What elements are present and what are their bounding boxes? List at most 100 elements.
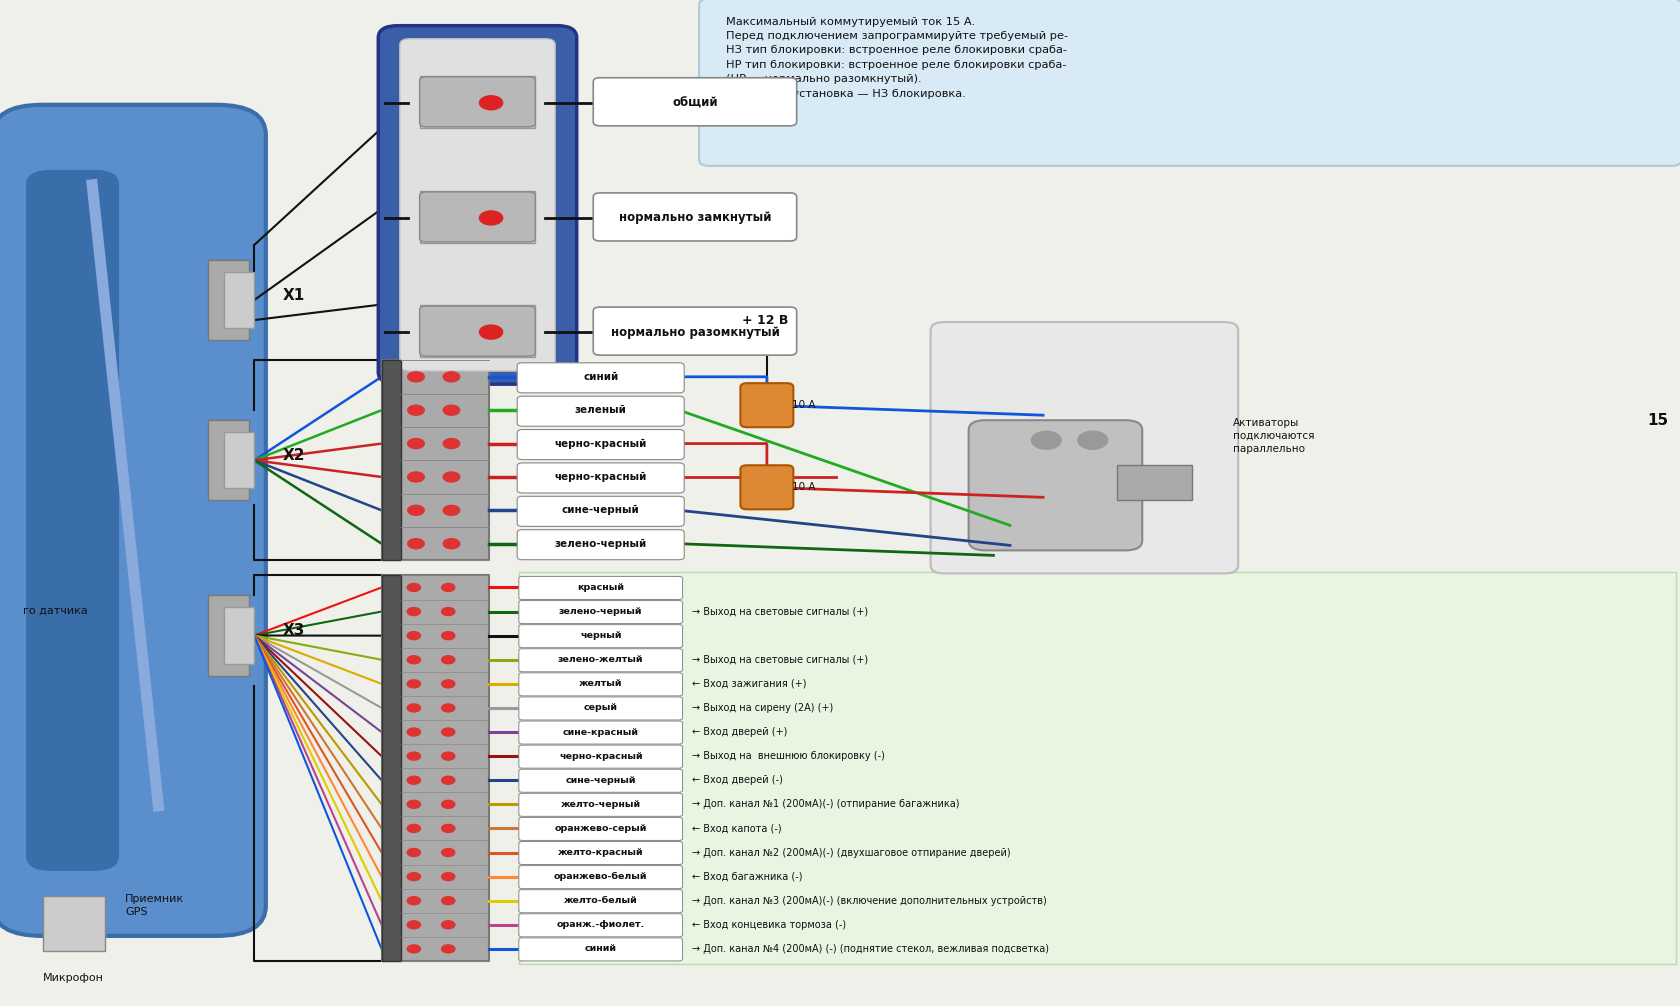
- Text: 10 А: 10 А: [791, 482, 815, 492]
- Circle shape: [444, 505, 459, 515]
- Text: → Доп. канал №3 (200мА)(-) (включение дополнительных устройств): → Доп. канал №3 (200мА)(-) (включение до…: [692, 895, 1047, 905]
- Bar: [225, 272, 254, 328]
- Text: синий: синий: [585, 945, 617, 954]
- FancyBboxPatch shape: [739, 383, 793, 428]
- FancyBboxPatch shape: [519, 794, 682, 816]
- Circle shape: [407, 945, 420, 953]
- Text: → Выход на световые сигналы (+): → Выход на световые сигналы (+): [692, 655, 869, 665]
- Circle shape: [442, 728, 455, 736]
- FancyBboxPatch shape: [593, 307, 796, 355]
- Text: ← Вход капота (-): ← Вход капота (-): [692, 824, 781, 833]
- Text: нормально разомкнутый: нормально разомкнутый: [610, 326, 780, 339]
- Circle shape: [442, 608, 455, 616]
- FancyBboxPatch shape: [593, 77, 796, 126]
- Text: черный: черный: [580, 631, 622, 640]
- Text: ← Вход дверей (-): ← Вход дверей (-): [692, 776, 783, 786]
- Circle shape: [444, 372, 459, 382]
- FancyBboxPatch shape: [519, 841, 682, 864]
- Text: го датчика: го датчика: [24, 606, 87, 616]
- Circle shape: [479, 325, 502, 339]
- Text: черно-красный: черно-красный: [558, 751, 642, 761]
- Text: Микрофон: Микрофон: [42, 973, 104, 983]
- FancyBboxPatch shape: [0, 105, 265, 936]
- Text: зелено-черный: зелено-черный: [559, 607, 642, 616]
- Circle shape: [444, 439, 459, 449]
- Text: X2: X2: [282, 448, 304, 463]
- Circle shape: [408, 538, 423, 548]
- Circle shape: [407, 777, 420, 785]
- Circle shape: [407, 896, 420, 904]
- Text: черно-красный: черно-красный: [554, 439, 647, 449]
- Text: → Доп. канал №2 (200мА)(-) (двухшаговое отпирание дверей): → Доп. канал №2 (200мА)(-) (двухшаговое …: [692, 847, 1010, 857]
- Circle shape: [442, 632, 455, 640]
- Text: → Выход на сирену (2А) (+): → Выход на сирену (2А) (+): [692, 703, 833, 713]
- Circle shape: [408, 372, 423, 382]
- Text: → Выход на  внешнюю блокировку (-): → Выход на внешнюю блокировку (-): [692, 751, 885, 762]
- Bar: [225, 608, 254, 664]
- Bar: [208, 421, 249, 500]
- FancyBboxPatch shape: [27, 170, 119, 871]
- FancyBboxPatch shape: [519, 818, 682, 840]
- Circle shape: [442, 945, 455, 953]
- Circle shape: [442, 656, 455, 664]
- Text: зелено-желтый: зелено-желтый: [558, 655, 643, 664]
- FancyBboxPatch shape: [519, 649, 682, 672]
- FancyBboxPatch shape: [519, 889, 682, 912]
- Circle shape: [407, 632, 420, 640]
- Text: оранжево-белый: оранжево-белый: [554, 872, 647, 881]
- FancyBboxPatch shape: [420, 192, 534, 242]
- Bar: [381, 575, 489, 961]
- Text: ← Вход дверей (+): ← Вход дверей (+): [692, 727, 788, 737]
- FancyBboxPatch shape: [519, 697, 682, 720]
- FancyBboxPatch shape: [420, 76, 534, 127]
- Circle shape: [442, 583, 455, 592]
- Text: желто-красный: желто-красный: [558, 848, 643, 857]
- Text: сине-красный: сине-красный: [563, 727, 638, 736]
- FancyBboxPatch shape: [519, 576, 682, 600]
- FancyBboxPatch shape: [400, 38, 554, 371]
- Circle shape: [442, 872, 455, 880]
- Circle shape: [442, 777, 455, 785]
- FancyBboxPatch shape: [519, 745, 682, 769]
- Circle shape: [442, 704, 455, 712]
- Circle shape: [407, 656, 420, 664]
- Circle shape: [407, 920, 420, 929]
- Text: ← Вход багажника (-): ← Вход багажника (-): [692, 871, 803, 881]
- Circle shape: [442, 824, 455, 832]
- Circle shape: [479, 96, 502, 110]
- Circle shape: [407, 848, 420, 856]
- FancyBboxPatch shape: [931, 322, 1238, 573]
- Bar: [381, 360, 489, 560]
- Circle shape: [408, 439, 423, 449]
- Bar: [225, 433, 254, 488]
- Text: сине-черный: сине-черный: [564, 776, 635, 785]
- Circle shape: [407, 872, 420, 880]
- FancyBboxPatch shape: [593, 193, 796, 241]
- Circle shape: [407, 680, 420, 688]
- Text: зеленый: зеленый: [575, 405, 627, 415]
- Circle shape: [444, 472, 459, 482]
- FancyBboxPatch shape: [517, 496, 684, 526]
- Bar: [42, 896, 106, 951]
- Circle shape: [407, 824, 420, 832]
- Text: общий: общий: [672, 97, 717, 110]
- Bar: [208, 596, 249, 676]
- Circle shape: [442, 848, 455, 856]
- Text: оранжево-серый: оранжево-серый: [554, 824, 647, 833]
- Text: зелено-черный: зелено-черный: [554, 538, 647, 548]
- FancyBboxPatch shape: [519, 625, 682, 648]
- FancyBboxPatch shape: [517, 463, 684, 493]
- Bar: [381, 575, 402, 961]
- FancyBboxPatch shape: [519, 938, 682, 961]
- Bar: [420, 305, 534, 357]
- Circle shape: [407, 752, 420, 761]
- Circle shape: [442, 680, 455, 688]
- Circle shape: [444, 538, 459, 548]
- Text: → Доп. канал №1 (200мА)(-) (отпирание багажника): → Доп. канал №1 (200мА)(-) (отпирание ба…: [692, 800, 959, 810]
- FancyBboxPatch shape: [517, 363, 684, 392]
- FancyBboxPatch shape: [420, 306, 534, 356]
- Circle shape: [479, 211, 502, 225]
- Text: X3: X3: [282, 623, 304, 638]
- Text: Максимальный коммутируемый ток 15 А.
Перед подключением запрограммируйте требуем: Максимальный коммутируемый ток 15 А. Пер…: [726, 17, 1067, 99]
- FancyBboxPatch shape: [519, 601, 682, 624]
